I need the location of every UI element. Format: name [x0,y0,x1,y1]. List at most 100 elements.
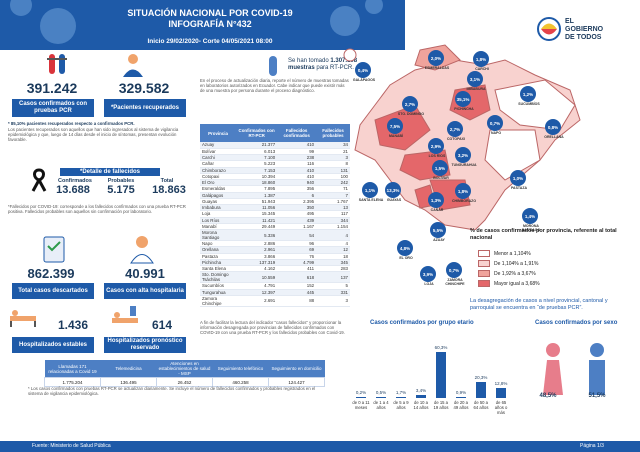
table-cell: 3 [316,295,350,307]
age-bar [376,397,386,398]
map-province-label: LOJA [424,282,434,286]
age-bar-category-label: de 65 años o más [494,400,508,415]
table-row: Carchi 7.100 238 3 [200,154,350,162]
hospital-stable-label: Hospitalizados estables [12,337,94,353]
table-cell: 8 [316,160,350,168]
table-cell: 242 [316,179,350,187]
table-cell: 21 [316,148,350,156]
table-cell: Morona Santiago [200,229,237,241]
legend-title: % de casos confirmados por provincia, re… [470,228,617,241]
table-cell: 6.013 [236,148,278,156]
map-province-label: CARCHI [475,67,489,71]
table-cell: Santa Elena [200,265,237,273]
legend-swatch [478,280,490,287]
deaths-title: *Detalle de fallecidos [60,168,160,176]
deaths-explanation: *Fallecidos por COVID-19: corresponde a … [8,204,186,215]
province-table: Provincia Confirmados con RT-PCR Fallecido… [200,124,350,307]
table-cell: 1.387 [236,192,278,199]
table-cell: 4.791 [236,282,278,290]
table-row: Esmeraldas 7.895 356 71 [200,185,350,193]
recovered-note: * 85,10% pacientes recuperados respecto … [8,121,135,126]
map-province-pct: 1,3% [428,192,444,208]
map-province-label: PICHINCHA [454,107,474,111]
table-cell: Orellana [200,246,237,254]
table-cell: 283 [316,265,350,273]
table-cell: 350 [277,204,317,212]
map-province-label: ZAMORA CHINCHIPE [445,278,465,286]
map-province-label: SUCUMBÍOS [518,102,540,106]
table-cell: 88 [277,295,317,307]
deaths-total-value: 18.863 [152,184,186,196]
table-cell: Sucumbíos [200,282,237,290]
map-province-label: MANABÍ [389,134,403,138]
table-cell: 410 [277,167,317,174]
age-bar-value-label: 0,2% [355,390,367,395]
table-cell: 6 [277,192,317,199]
legend-label: De 1,104% a 1,91% [494,260,539,267]
female-pct: 48,5% [539,393,557,399]
sample-tube-icon [269,56,277,76]
legend-label: Mayor igual a 3,68% [494,280,540,287]
recovered-label: *Pacientes recuperados [104,99,186,117]
table-cell: 4 [316,240,350,248]
table-cell: 15.345 [236,210,278,218]
map-province-label: ESMERALDAS [424,66,450,70]
table-header: Fallecidos confirmados [277,124,317,142]
footer-notes: * Los casos confirmados con pruebas RT-P… [28,386,316,397]
mourning-ribbon-icon [31,168,47,192]
table-cell: 439 [277,217,317,224]
hospital-discharge-label: Casos con alta hospitalaria [104,283,186,299]
table-cell: 7.895 [236,185,278,193]
footer-table-header: Atenciones en establecimientos de salud … [156,360,213,378]
table-cell: 345 [316,259,350,267]
table-cell: 137 [316,271,350,284]
age-bar-value-label: 1,7% [395,389,407,395]
table-row: Pastaza 3.866 76 18 [200,253,350,260]
male-pct: 51,5% [588,393,606,399]
table-cell: 12 [316,246,350,254]
doctor-icon [130,236,154,264]
table-cell: Zamora Chinchipe [200,295,237,307]
table-cell: 3 [316,154,350,162]
table-cell: Cañar [200,160,237,168]
footer-table-header: Llamadas 171 relacionadas a Covid 19 [44,360,101,378]
table-cell: 76 [277,253,317,260]
hospital-discharge-value: 40.991 [125,266,165,281]
age-bar-category-label: de 15 a 19 años [433,400,449,410]
virus-icon [10,0,32,16]
table-cell: 2.691 [236,295,278,307]
table-cell: 344 [316,217,350,224]
map-province-pct: 2,0% [428,50,444,66]
map-province-pct: 2,7% [402,96,418,112]
deaths-confirmed-value: 13.688 [56,184,90,196]
virus-icon [330,6,360,36]
table-cell: Manabí [200,223,237,231]
female-icon [543,343,563,395]
legend-item: Menor a 1,104% [478,250,531,257]
table-cell: 3.866 [236,253,278,260]
map-province-pct: 3,2% [455,147,471,163]
age-bar-value-label: 12,8% [494,381,508,387]
map-province-label: CHIMBORAZO [451,199,477,203]
legend-swatch [478,260,490,267]
page-subtitle: Inicio 29/02/2020- Corte 04/05/2021 08:0… [147,38,273,45]
table-cell: Carchi [200,154,237,162]
table-cell: 10.394 [236,173,278,181]
map-province-pct: 2,9% [428,138,444,154]
age-bar [456,397,466,398]
map-province-label: EL ORO [399,256,413,260]
table-cell: 410 [277,173,317,181]
age-bar-value-label: 3,4% [415,388,427,394]
legend-swatch [478,250,490,257]
sex-chart-title: Casos confirmados por sexo [535,320,618,326]
table-cell: 411 [277,265,317,273]
footer-table-cell: 124.427 [268,377,325,387]
table-row: Azuay 21.377 410 34 [200,142,350,149]
table-cell: 11.421 [236,217,278,224]
map-province-pct: 1,5% [432,160,448,176]
age-bar [436,351,446,398]
table-cell: 4.799 [277,259,317,267]
table-cell: 131 [316,167,350,174]
map-province-pct: 0,7% [446,262,462,278]
map-province-pct: 1,8% [455,183,471,199]
